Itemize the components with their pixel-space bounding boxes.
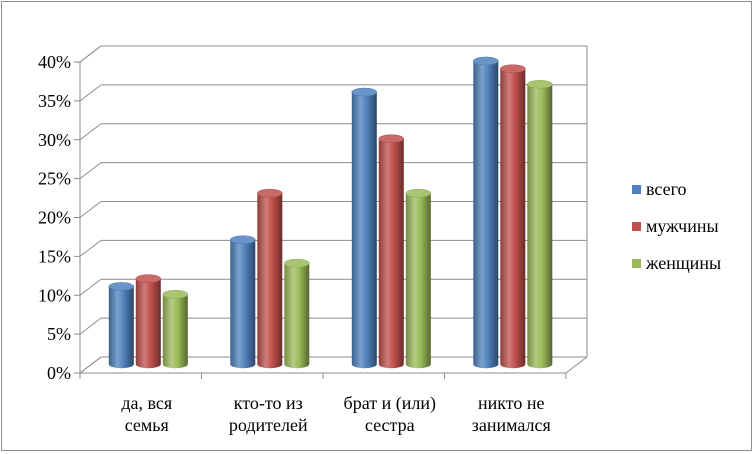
y-tick-label: 20%	[38, 208, 71, 228]
bar-body	[378, 138, 404, 369]
bar-top	[473, 56, 499, 66]
y-axis-ticks: 0% 5% 10% 15% 20% 25% 30% 35% 40%	[38, 52, 71, 383]
gridline-side	[79, 317, 102, 335]
bar-body	[257, 193, 283, 369]
bar	[284, 258, 310, 369]
bar-top	[378, 134, 405, 143]
bars	[108, 56, 553, 369]
bar-top	[284, 258, 310, 268]
y-tick-label: 30%	[38, 130, 71, 150]
y-tick-label: 5%	[47, 324, 71, 344]
gridline-side	[79, 278, 102, 296]
x-tick-label: кто-то из родителей	[229, 393, 308, 435]
bar-top	[527, 80, 553, 89]
bar-body	[351, 92, 377, 369]
legend-item: женщины	[632, 253, 721, 273]
bar-top	[405, 188, 432, 198]
bar-body	[230, 239, 256, 369]
bar	[500, 64, 526, 369]
legend-swatch	[632, 259, 641, 268]
bar	[162, 289, 189, 369]
y-tick-label: 15%	[38, 246, 71, 266]
bar-top	[351, 87, 378, 97]
bar-body	[108, 286, 134, 369]
legend-label: женщины	[645, 253, 721, 273]
gridline-side	[79, 201, 102, 218]
x-tick-label: брат и (или) сестра	[344, 393, 436, 435]
bar-top	[257, 188, 283, 198]
legend-item: мужчины	[632, 216, 719, 236]
bar	[108, 282, 135, 369]
y-tick-label: 25%	[38, 169, 71, 189]
bar	[405, 188, 432, 369]
y-tick-label: 35%	[38, 91, 71, 111]
x-tick-label: да, вся семья	[121, 393, 172, 435]
bar-body	[527, 84, 553, 369]
legend-swatch	[632, 222, 641, 231]
bar	[230, 235, 256, 369]
gridline-side	[79, 162, 102, 180]
legend-label: мужчины	[646, 216, 719, 236]
bar-top	[500, 64, 526, 73]
legend-swatch	[632, 185, 641, 194]
legend: всего мужчины женщины	[632, 179, 721, 273]
bar-top	[230, 235, 256, 245]
gridline-side	[79, 84, 102, 102]
bar	[351, 87, 378, 369]
gridline-side	[79, 45, 102, 63]
legend-label: всего	[646, 179, 687, 199]
x-tick-label: никто не занимался	[472, 393, 551, 435]
y-tick-label: 0%	[47, 363, 71, 383]
bar-body	[135, 278, 161, 369]
y-tick-label: 40%	[38, 52, 71, 72]
bar	[378, 134, 405, 369]
bar	[527, 80, 553, 369]
bar-body	[500, 68, 526, 369]
legend-item: всего	[632, 179, 687, 199]
bar-top	[162, 289, 189, 299]
bar	[257, 188, 283, 369]
bar-top	[108, 282, 135, 291]
bar-body	[162, 294, 188, 369]
bar-body	[284, 263, 310, 369]
gridline-side	[79, 123, 102, 141]
bar-body	[473, 60, 499, 369]
gridline-side	[79, 356, 102, 374]
bar	[473, 56, 499, 369]
x-axis-categories: да, вся семья кто-то из родителей брат и (ил…	[79, 373, 567, 435]
gridline-side	[79, 239, 102, 257]
bar-top	[135, 274, 162, 283]
y-tick-label: 10%	[38, 285, 71, 305]
bar-body	[405, 193, 431, 369]
bar	[135, 274, 162, 369]
wall-edge	[565, 356, 588, 374]
